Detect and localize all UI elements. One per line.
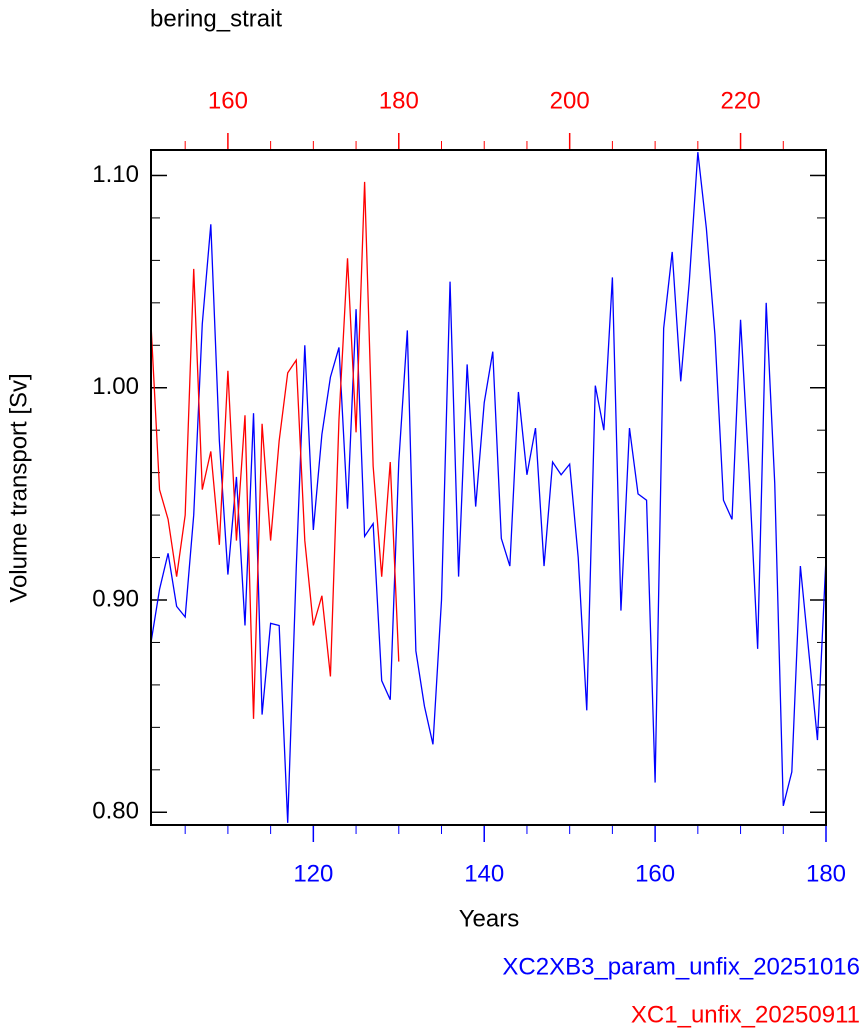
y-tick-label: 1.10: [92, 161, 139, 188]
plot-frame: [150, 149, 827, 826]
y-tick-label: 0.80: [92, 798, 139, 825]
x2-tick-label: 220: [721, 87, 761, 114]
x2-tick-label: 200: [550, 87, 590, 114]
x-tick-label: 160: [635, 860, 675, 887]
x-tick-label: 180: [806, 860, 846, 887]
series-line: [151, 152, 826, 823]
y-tick-label: 0.90: [92, 585, 139, 612]
legend-entry: XC1_unfix_20250911: [631, 1001, 860, 1028]
x-axis-label: Years: [459, 905, 520, 932]
y-tick-label: 1.00: [92, 373, 139, 400]
legend-entry: XC2XB3_param_unfix_20251016: [502, 953, 860, 980]
x-tick-label: 120: [293, 860, 333, 887]
series-line: [151, 181, 400, 719]
x-tick-label: 140: [464, 860, 504, 887]
chart-title: bering_strait: [150, 5, 282, 32]
x2-tick-label: 160: [208, 87, 248, 114]
x2-tick-label: 180: [379, 87, 419, 114]
y-axis-label: Volume transport [Sv]: [5, 373, 32, 602]
